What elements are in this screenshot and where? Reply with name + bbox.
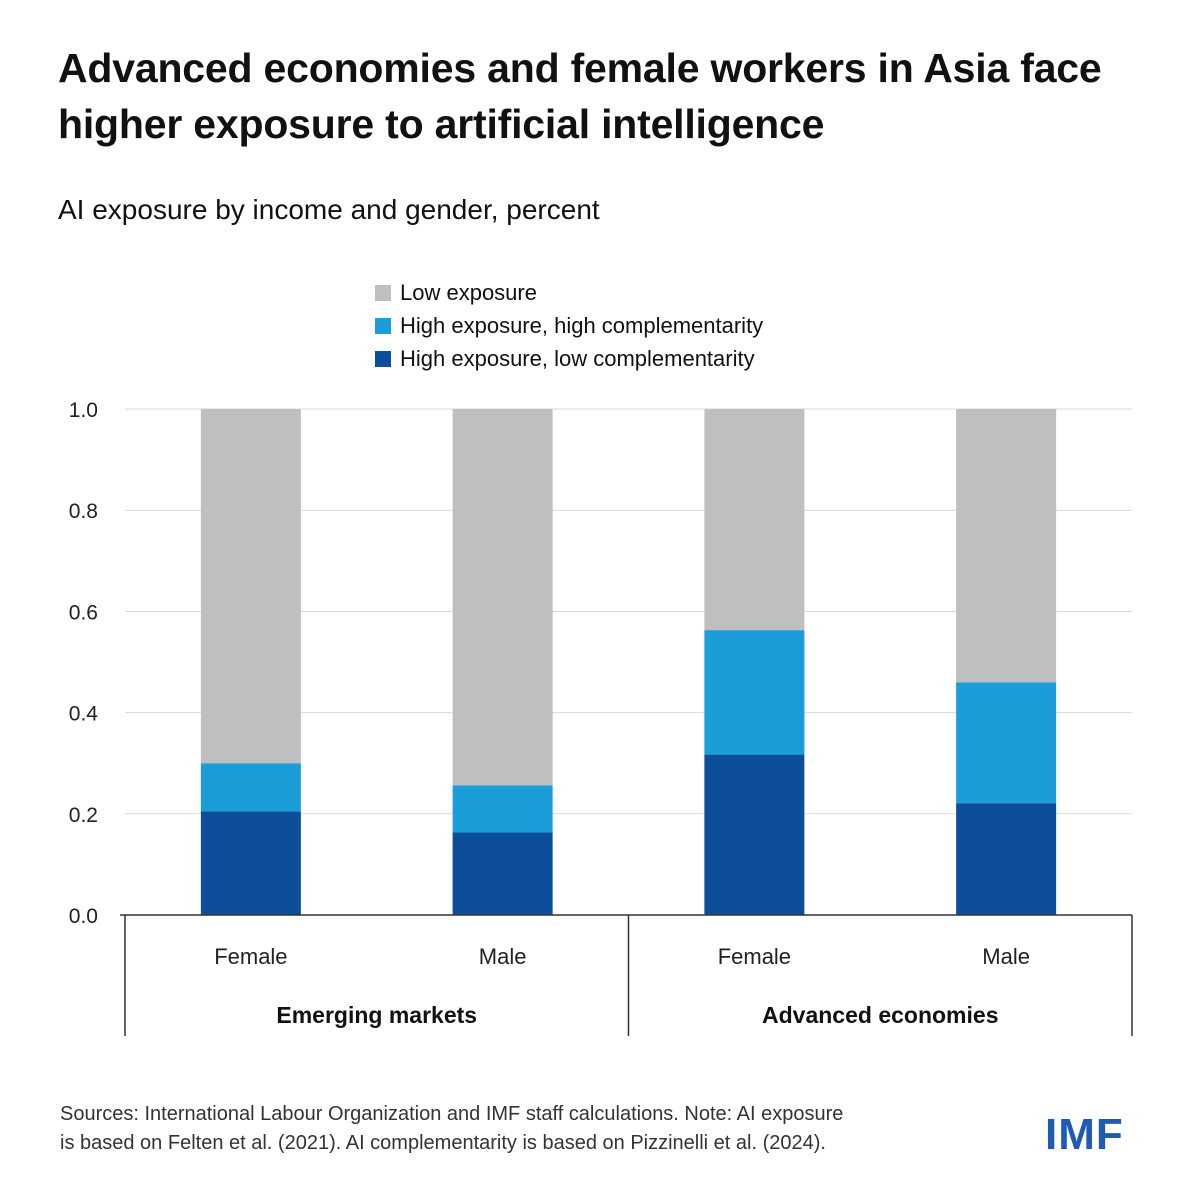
x-category-label: Female	[214, 944, 287, 969]
y-tick-label: 0.6	[69, 601, 98, 624]
legend-label-high-high: High exposure, high complementarity	[400, 312, 764, 338]
bar-segment	[200, 409, 301, 764]
legend-item-high-low: High exposure, low complementarity	[375, 342, 763, 375]
legend-label-high-low: High exposure, low complementarity	[400, 345, 755, 371]
sources-line-2: is based on Felten et al. (2021). AI com…	[60, 1132, 826, 1154]
bar-segment	[452, 409, 553, 786]
group-label: Emerging markets	[276, 1002, 477, 1028]
bar-segment	[956, 409, 1057, 683]
bar-segment	[200, 763, 301, 812]
x-category-label: Male	[479, 944, 527, 969]
bar-segment	[452, 832, 553, 915]
y-tick-label: 1.0	[69, 399, 98, 422]
y-tick-label: 0.0	[69, 905, 98, 928]
y-tick-label: 0.2	[69, 804, 98, 827]
chart-subtitle: AI exposure by income and gender, percen…	[58, 194, 600, 225]
group-label: Advanced economies	[762, 1002, 998, 1028]
bar-segment	[956, 803, 1057, 915]
y-tick-label: 0.8	[69, 500, 98, 523]
chart-title: Advanced economies and female workers in…	[58, 45, 1102, 147]
legend-item-high-high: High exposure, high complementarity	[375, 309, 763, 342]
x-category-label: Male	[982, 944, 1030, 969]
legend-swatch-high-low	[375, 350, 391, 367]
sources-note: Sources: International Labour Organizati…	[60, 1100, 1040, 1158]
bar-segment	[200, 811, 301, 915]
stacked-bar-chart: 0.0 0.2 0.4 0.6 0.8 1.0 Female Male Female Male Em…	[69, 399, 1133, 1036]
bar-segment	[452, 785, 553, 833]
y-tick-label: 0.4	[69, 703, 99, 726]
legend-item-low-exposure: Low exposure	[375, 276, 763, 309]
sources-line-1: Sources: International Labour Organizati…	[60, 1103, 844, 1125]
imf-logo: IMF	[1045, 1110, 1124, 1159]
x-category-label: Female	[718, 944, 791, 969]
legend: Low exposure High exposure, high complem…	[375, 276, 763, 375]
bar-segment	[704, 409, 805, 631]
legend-swatch-high-high	[375, 317, 391, 334]
legend-swatch-low-exposure	[375, 284, 391, 301]
bar-segment	[956, 682, 1057, 804]
bar-segment	[704, 754, 805, 915]
legend-label-low-exposure: Low exposure	[400, 279, 537, 305]
bar-segment	[704, 630, 805, 755]
